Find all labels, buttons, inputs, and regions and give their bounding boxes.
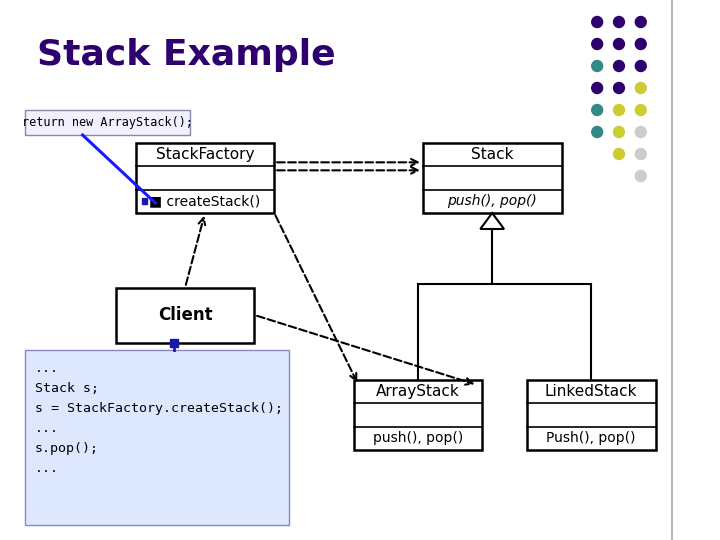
Bar	[354, 380, 482, 450]
Text: ■ createStack(): ■ createStack()	[149, 194, 261, 208]
Circle shape	[592, 17, 603, 28]
Circle shape	[592, 38, 603, 50]
Text: Client: Client	[158, 306, 212, 324]
Circle shape	[635, 105, 647, 116]
Text: push(), pop(): push(), pop()	[447, 194, 537, 208]
Circle shape	[635, 126, 647, 138]
Circle shape	[592, 83, 603, 93]
Circle shape	[635, 148, 647, 159]
Bar	[170, 339, 178, 347]
Bar	[142, 198, 148, 204]
Circle shape	[635, 38, 647, 50]
Text: LinkedStack: LinkedStack	[545, 384, 637, 399]
Circle shape	[592, 126, 603, 138]
Bar	[423, 143, 562, 213]
Bar	[116, 287, 254, 342]
Circle shape	[613, 126, 624, 138]
Circle shape	[613, 38, 624, 50]
Text: Push(), pop(): Push(), pop()	[546, 431, 636, 446]
Circle shape	[635, 60, 647, 71]
Text: ArrayStack: ArrayStack	[376, 384, 460, 399]
Circle shape	[635, 83, 647, 93]
Circle shape	[592, 60, 603, 71]
Circle shape	[613, 148, 624, 159]
Circle shape	[613, 60, 624, 71]
Text: return new ArrayStack();: return new ArrayStack();	[22, 116, 193, 129]
Text: Stack Example: Stack Example	[37, 38, 336, 72]
Bar	[135, 143, 274, 213]
Text: StackFactory: StackFactory	[156, 147, 254, 162]
Circle shape	[635, 171, 647, 181]
Bar	[24, 350, 289, 525]
Bar	[527, 380, 656, 450]
Text: ...
Stack s;
s = StackFactory.createStack();
...
s.pop();
...: ... Stack s; s = StackFactory.createStac…	[35, 362, 282, 475]
Circle shape	[635, 17, 647, 28]
Bar	[24, 110, 190, 135]
Text: Stack: Stack	[471, 147, 513, 162]
Circle shape	[613, 83, 624, 93]
Circle shape	[613, 17, 624, 28]
Circle shape	[613, 105, 624, 116]
Circle shape	[592, 105, 603, 116]
Text: push(), pop(): push(), pop()	[373, 431, 463, 446]
